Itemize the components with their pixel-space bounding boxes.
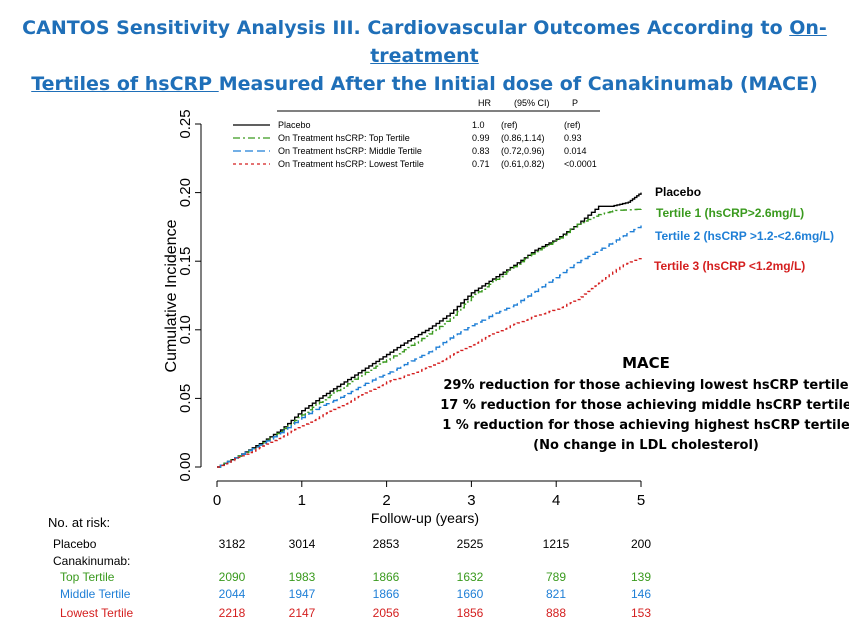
legend-label: On Treatment hsCRP: Middle Tertile	[278, 146, 422, 156]
x-tick-label: 1	[298, 492, 306, 509]
risk-cell: 2218	[219, 606, 246, 620]
legend-label: On Treatment hsCRP: Lowest Tertile	[278, 159, 424, 169]
risk-cell: 153	[631, 606, 651, 620]
legend-p: <0.0001	[564, 159, 597, 169]
risk-cell: 1866	[373, 587, 400, 601]
legend-ci: (0.61,0.82)	[501, 159, 545, 169]
end-label: Tertile 1 (hsCRP>2.6mg/L)	[656, 206, 804, 220]
annotation-block: MACE 29% reduction for those achieving lo…	[440, 354, 849, 453]
title-line1-prefix: CANTOS Sensitivity Analysis III. Cardiov…	[22, 17, 790, 39]
risk-cell: 3182	[219, 537, 246, 551]
legend-p: 0.014	[564, 146, 587, 156]
legend-ci: (ref)	[501, 120, 518, 130]
risk-cell: 2090	[219, 570, 246, 584]
y-tick-label: 0.20	[177, 178, 194, 207]
chart-title: CANTOS Sensitivity Analysis III. Cardiov…	[0, 14, 849, 98]
risk-group-label: Canakinumab:	[53, 554, 130, 568]
legend-hr: 1.0	[472, 120, 485, 130]
risk-cell: 888	[546, 606, 566, 620]
y-tick-label: 0.05	[177, 384, 194, 413]
legend-header: HR	[478, 98, 491, 108]
title-link-on-treatment: On-treatment	[370, 17, 827, 67]
y-tick-label: 0.00	[177, 452, 194, 481]
risk-cell: 2853	[373, 537, 400, 551]
annotation-heading: MACE	[622, 354, 670, 372]
legend-header: (95% CI)	[514, 98, 550, 108]
risk-cell: 1632	[457, 570, 484, 584]
risk-row-label: Top Tertile	[60, 570, 115, 584]
end-labels: Placebo Tertile 1 (hsCRP>2.6mg/L) Tertile …	[654, 185, 834, 273]
risk-cell: 1947	[289, 587, 316, 601]
risk-cell: 200	[631, 537, 651, 551]
end-label: Placebo	[655, 185, 701, 199]
risk-cell: 789	[546, 570, 566, 584]
risk-row-label: Placebo	[53, 537, 97, 551]
x-tick-label: 4	[552, 492, 560, 509]
legend-hr: 0.83	[472, 146, 490, 156]
legend-label: On Treatment hsCRP: Top Tertile	[278, 133, 410, 143]
risk-cell: 1660	[457, 587, 484, 601]
risk-cell: 2147	[289, 606, 316, 620]
risk-table: No. at risk: Placebo 3182 3014 2853 2525 1215 2…	[48, 515, 651, 620]
axes: 0 1 2 3 4 5 0.00 0.05 0.10 0.15 0.20 0.25 Follow-up …	[163, 109, 645, 526]
legend-hr: 0.99	[472, 133, 490, 143]
legend-ci: (0.86,1.14)	[501, 133, 545, 143]
annotation-line: (No change in LDL cholesterol)	[533, 438, 759, 453]
x-tick-label: 0	[213, 492, 221, 509]
series-group	[217, 192, 642, 468]
x-tick-label: 3	[467, 492, 475, 509]
title-line2-suffix: Measured After the Initial dose of Canak…	[218, 73, 818, 95]
legend-ci: (0.72,0.96)	[501, 146, 545, 156]
legend-header: P	[572, 98, 578, 108]
annotation-line: 1 % reduction for those achieving highes…	[442, 418, 849, 433]
legend-label: Placebo	[278, 120, 311, 130]
end-label: Tertile 3 (hsCRP <1.2mg/L)	[654, 259, 805, 273]
x-tick-label: 2	[382, 492, 390, 509]
series-line-top-tertile	[217, 208, 642, 468]
risk-cell: 2044	[219, 587, 246, 601]
series-line-lowest-tertile	[217, 257, 642, 468]
annotation-line: 29% reduction for those achieving lowest…	[443, 378, 848, 393]
x-tick-label: 5	[637, 492, 645, 509]
risk-row-label: Lowest Tertile	[60, 606, 133, 620]
y-tick-label: 0.15	[177, 247, 194, 276]
risk-cell: 139	[631, 570, 651, 584]
legend-p: 0.93	[564, 133, 582, 143]
y-tick-label: 0.25	[177, 109, 194, 138]
legend: HR (95% CI) P Placebo 1.0 (ref) (ref) On Treatm…	[233, 98, 600, 169]
x-axis-label: Follow-up (years)	[371, 510, 479, 526]
risk-cell: 3014	[289, 537, 316, 551]
risk-cell: 1983	[289, 570, 316, 584]
end-label: Tertile 2 (hsCRP >1.2-<2.6mg/L)	[655, 229, 834, 243]
risk-cell: 2056	[373, 606, 400, 620]
legend-hr: 0.71	[472, 159, 490, 169]
risk-cell: 1866	[373, 570, 400, 584]
risk-heading: No. at risk:	[48, 515, 110, 530]
title-link-tertiles: Tertiles of hsCRP	[31, 73, 219, 95]
annotation-line: 17 % reduction for those achieving middl…	[440, 398, 849, 413]
y-tick-label: 0.10	[177, 315, 194, 344]
risk-cell: 2525	[457, 537, 484, 551]
risk-cell: 146	[631, 587, 651, 601]
risk-row-label: Middle Tertile	[60, 587, 131, 601]
risk-cell: 1215	[543, 537, 570, 551]
risk-cell: 1856	[457, 606, 484, 620]
series-line-middle-tertile	[217, 225, 642, 468]
risk-cell: 821	[546, 587, 566, 601]
legend-p: (ref)	[564, 120, 581, 130]
y-axis-label: Cumulative Incidence	[163, 219, 180, 372]
